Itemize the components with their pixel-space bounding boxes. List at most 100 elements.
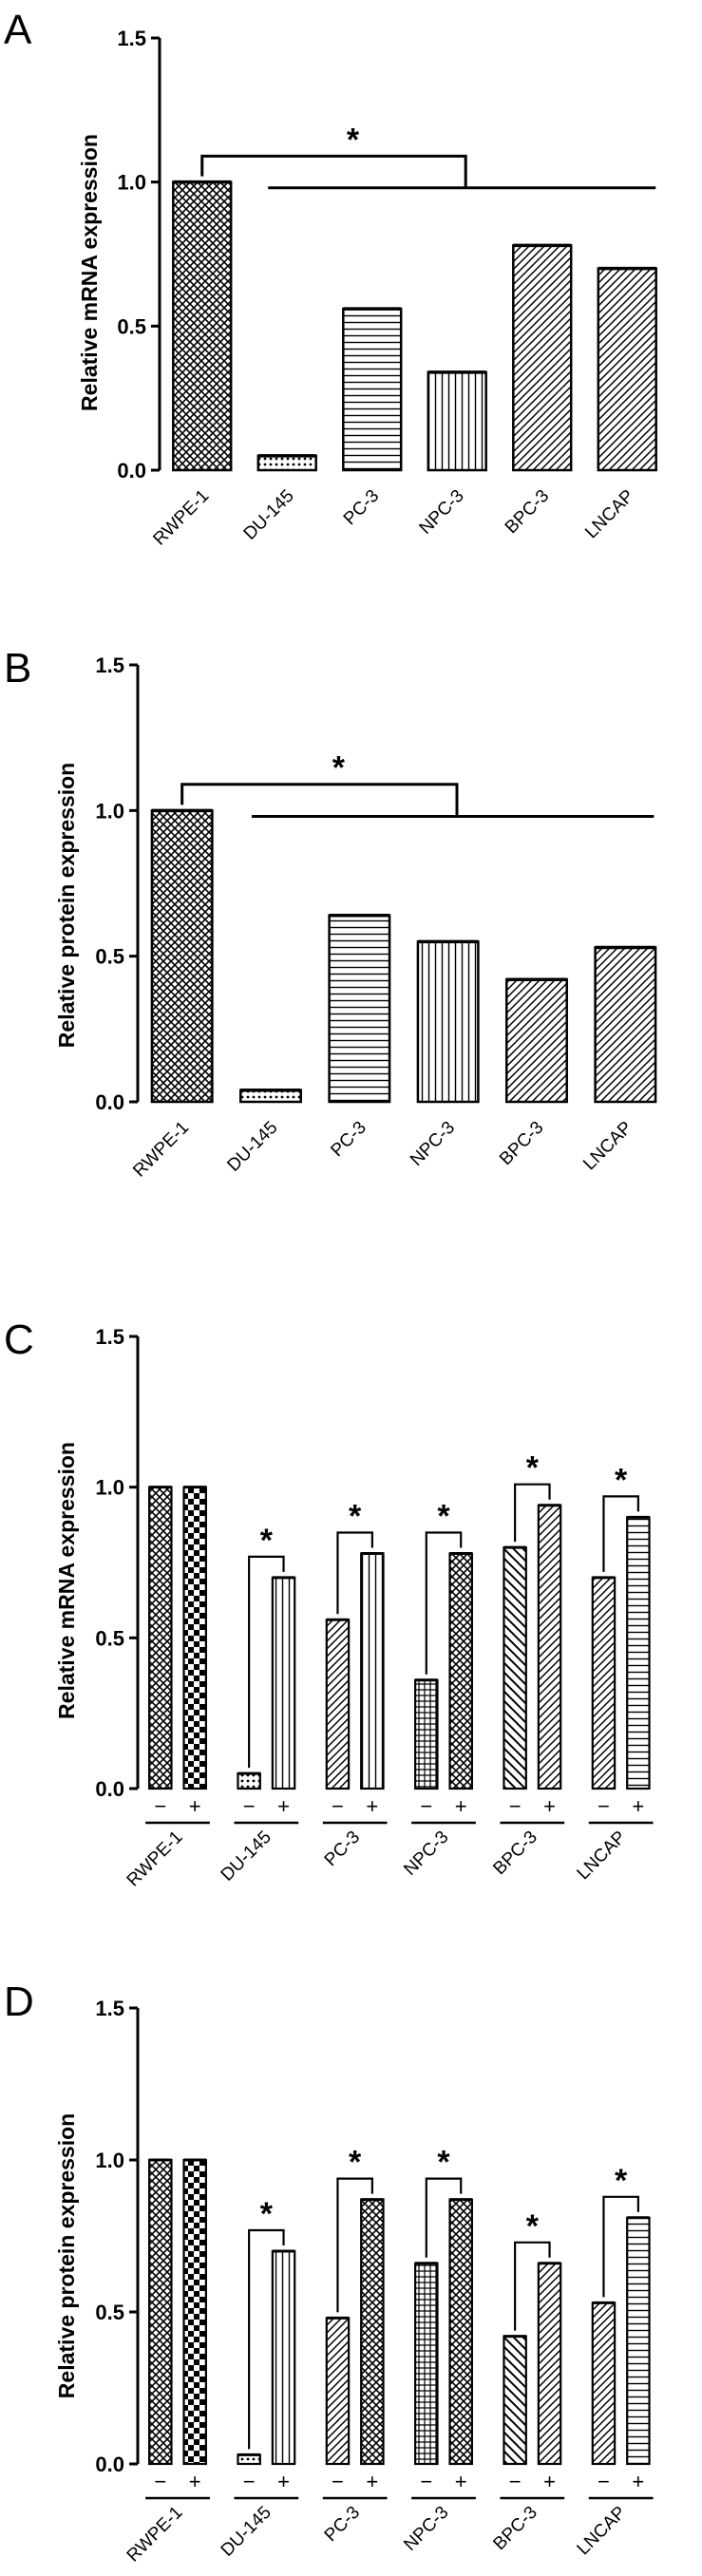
significance-bracket bbox=[200, 154, 467, 188]
significance-star: * bbox=[615, 1462, 628, 1498]
bar-du-145-minus bbox=[237, 1772, 261, 1790]
y-axis-label: Relative mRNA expression bbox=[54, 1442, 79, 1719]
bar-pc-3-minus bbox=[325, 1619, 351, 1790]
significance-star: * bbox=[526, 1450, 540, 1487]
significance-bracket bbox=[336, 1531, 373, 1615]
y-tick-label: 1.5 bbox=[95, 1325, 124, 1349]
x-tick-label: PC-3 bbox=[321, 1828, 364, 1870]
bar-du-145 bbox=[256, 454, 317, 472]
x-tick-label: BPC-3 bbox=[489, 1828, 541, 1879]
condition-label: − bbox=[243, 2470, 256, 2493]
y-tick-label: 0.0 bbox=[95, 1777, 124, 1801]
x-tick-label: LNCAP bbox=[574, 1828, 631, 1885]
x-tick-label: PC-3 bbox=[321, 2503, 364, 2546]
significance-star: * bbox=[349, 2145, 362, 2181]
x-tick-label: BPC-3 bbox=[496, 1118, 547, 1169]
significance-star: * bbox=[260, 1523, 274, 1559]
x-tick-label: NPC-3 bbox=[400, 1828, 452, 1880]
condition-label: − bbox=[243, 1794, 256, 1818]
condition-label: + bbox=[632, 1794, 644, 1818]
significance-bracket bbox=[514, 1483, 551, 1543]
bar-chart-b: 0.0 0.5 1.0 1.5 RWPE-1 DU-145 PC-3 NPC-3 BPC-3 LN… bbox=[95, 653, 657, 1182]
bar-pc-3 bbox=[342, 307, 403, 472]
x-tick-label: PC-3 bbox=[340, 486, 383, 529]
y-tick-label: 1.0 bbox=[117, 171, 146, 195]
bar-pc-3-plus bbox=[360, 1552, 385, 1790]
condition-label: − bbox=[154, 1794, 166, 1818]
x-tick-label: RWPE-1 bbox=[123, 1828, 187, 1891]
bar-lncap-plus bbox=[626, 2216, 651, 2466]
bar-pc-3 bbox=[328, 914, 391, 1104]
significance-star: * bbox=[437, 1498, 450, 1534]
x-tick-label: NPC-3 bbox=[407, 1118, 459, 1170]
significance-bracket bbox=[425, 2177, 463, 2258]
y-tick-label: 0.5 bbox=[117, 314, 146, 338]
bar-bpc-3 bbox=[505, 977, 568, 1104]
x-tick-label: DU-145 bbox=[223, 1118, 281, 1176]
bar-bpc-3-plus bbox=[537, 2262, 562, 2466]
significance-bracket bbox=[180, 783, 459, 817]
x-tick-label: NPC-3 bbox=[416, 486, 468, 539]
bar-lncap-minus bbox=[591, 2301, 617, 2466]
significance-star: * bbox=[349, 1498, 362, 1534]
panel-letter: A bbox=[4, 7, 32, 53]
y-tick-label: 0.5 bbox=[95, 1626, 124, 1650]
condition-label: − bbox=[509, 2470, 522, 2493]
y-tick-label: 1.5 bbox=[95, 1997, 124, 2020]
significance-bracket bbox=[248, 1555, 285, 1769]
y-tick-label: 1.0 bbox=[95, 1476, 124, 1500]
y-tick-label: 0.0 bbox=[95, 2453, 124, 2476]
significance-bracket bbox=[602, 2195, 639, 2298]
x-tick-label: RWPE-1 bbox=[129, 1118, 193, 1182]
y-tick-label: 0.0 bbox=[95, 1090, 124, 1114]
condition-label: − bbox=[598, 2470, 610, 2493]
bar-du-145-plus bbox=[271, 2249, 296, 2466]
y-tick-label: 1.5 bbox=[117, 27, 146, 50]
y-tick-label: 1.0 bbox=[95, 799, 124, 823]
significance-bracket bbox=[602, 1495, 639, 1572]
x-tick-label: BPC-3 bbox=[489, 2503, 541, 2554]
condition-label: + bbox=[189, 1794, 201, 1818]
condition-label: − bbox=[154, 2470, 166, 2493]
y-axis-label: Relative mRNA expression bbox=[77, 134, 102, 411]
bar-npc-3 bbox=[427, 370, 487, 472]
bar-chart-a: 0.0 0.5 1.0 1.5 RWPE-1 DU-145 PC-3 NPC-3 BPC-3 LN… bbox=[117, 27, 657, 550]
significance-star: * bbox=[332, 750, 346, 786]
bar-rwpe-1 bbox=[172, 180, 233, 472]
condition-label: − bbox=[598, 1794, 610, 1818]
bar-npc-3-minus bbox=[414, 1678, 439, 1790]
x-tick-label: PC-3 bbox=[327, 1118, 370, 1161]
x-tick-label: LNCAP bbox=[574, 2503, 631, 2560]
bar-npc-3-minus bbox=[414, 2262, 439, 2466]
condition-label: + bbox=[455, 2470, 467, 2493]
panel-a: A Relative mRNA expression 0.0 0.5 1.0 1.5 R… bbox=[4, 7, 657, 550]
panel-letter: B bbox=[4, 645, 31, 691]
condition-label: − bbox=[420, 2470, 432, 2493]
x-tick-label: LNCAP bbox=[579, 1118, 636, 1175]
significance-bracket bbox=[248, 2228, 285, 2450]
bar-rwpe-1 bbox=[150, 809, 214, 1104]
condition-label: + bbox=[277, 2470, 290, 2493]
x-tick-label: DU-145 bbox=[218, 2503, 275, 2561]
bar-lncap bbox=[594, 946, 657, 1104]
y-tick-label: 1.5 bbox=[95, 653, 124, 677]
y-tick-label: 1.0 bbox=[95, 2149, 124, 2172]
bar-lncap-plus bbox=[626, 1516, 651, 1790]
significance-star: * bbox=[437, 2145, 450, 2181]
significance-star: * bbox=[526, 2208, 540, 2245]
y-tick-label: 0.0 bbox=[117, 459, 146, 483]
condition-label: + bbox=[277, 1794, 290, 1818]
significance-star: * bbox=[260, 2196, 274, 2232]
panel-d: D Relative protein expression 0.0 0.5 1.0 1… bbox=[4, 1979, 654, 2567]
bar-lncap-minus bbox=[591, 1576, 617, 1790]
bar-bpc-3-minus bbox=[503, 2335, 527, 2466]
x-tick-label: RWPE-1 bbox=[123, 2503, 187, 2567]
bar-chart-d: 0.00.51.01.5− +RWPE-1− +DU-145*− +PC-3*− +NP… bbox=[95, 1997, 654, 2567]
bar-chart-c: 0.00.51.01.5− +RWPE-1− +DU-145*− +PC-3*− +NP… bbox=[95, 1325, 654, 1891]
y-axis-label: Relative protein expression bbox=[54, 2113, 79, 2398]
bar-bpc-3-minus bbox=[503, 1546, 527, 1790]
y-tick-label: 0.5 bbox=[95, 2301, 124, 2324]
bar-du-145 bbox=[239, 1089, 302, 1104]
condition-label: + bbox=[632, 2470, 644, 2493]
panel-letter: C bbox=[4, 1316, 34, 1363]
